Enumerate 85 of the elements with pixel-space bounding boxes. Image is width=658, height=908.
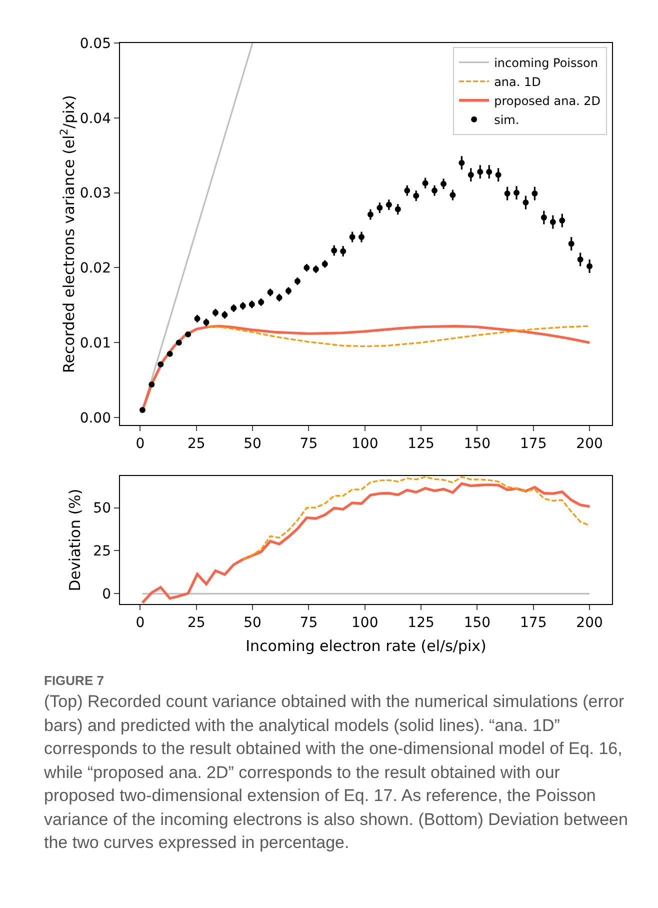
point [148,382,155,388]
y-tick-label: 0.02 [80,260,111,277]
point [248,301,255,308]
point [477,168,484,175]
point [358,234,365,240]
point [240,302,246,309]
point [267,289,274,296]
point [322,260,328,267]
point [349,234,356,240]
point [139,407,146,414]
x-tick-label: 100 [352,436,378,452]
legend-label: proposed ana. 2D [494,94,601,108]
point [258,299,264,306]
point [440,180,447,187]
point [367,212,374,218]
legend-label: incoming Poisson [494,56,598,70]
y-tick-label: 0.00 [80,410,111,426]
point [331,247,338,254]
legend-label: ana. 1D [494,75,541,89]
x-tick-label: 125 [408,615,434,631]
point [185,331,192,338]
x-tick-label: 25 [187,615,206,631]
point [376,204,383,211]
point [486,168,492,175]
point [495,172,502,178]
point [458,160,465,166]
y-tick-label: 0.03 [80,186,111,202]
point [294,278,300,284]
point [522,200,529,206]
point [586,263,593,270]
point [422,180,428,186]
point [532,190,538,197]
point [158,361,164,368]
x-tick-label: 125 [408,436,434,452]
point [386,202,392,208]
point [504,190,510,197]
point [222,312,228,318]
point [450,192,456,198]
x-tick-label: 50 [244,615,262,631]
point [540,214,547,221]
y-tick-label: 25 [93,544,111,560]
point [176,340,182,346]
point [394,206,401,212]
y-axis-title: Deviation (%) [66,488,84,592]
point [166,350,173,357]
point [468,172,474,178]
point [312,266,319,272]
x-tick-label: 25 [187,436,206,452]
point [212,310,218,316]
text: (Top) Recorded count variance obtained with the numerical simulations (error bars) and predicted with the analytical models (solid lines). “ana. 1D” corresponds to the result obtained with the one-dimensional model of Eq. 16, while “proposed ana. 2D” corresponds to the result obtained with our proposed two-dimensional extension of Eq. 17. As reference, the Poisson variance of the incoming electrons is also shown. (Bottom) Deviation between the two curves expressed in percentage. [44,691,629,854]
x-tick-label: 200 [576,436,603,452]
x-tick-label: 0 [136,436,145,452]
x-tick-label: 75 [300,436,318,452]
point [304,264,310,271]
x-axis-title: Incoming electron rate (el/s/pix) [246,637,486,655]
x-tick-label: 50 [244,436,262,452]
point [285,288,292,294]
y-tick-label: 50 [93,500,111,517]
legend-label: sim. [494,113,520,127]
line-series [242,476,590,560]
x-tick-label: 150 [464,615,491,631]
point [432,188,438,194]
line-series [206,325,590,348]
x-tick-label: 75 [300,615,318,631]
point [413,192,420,199]
x-tick-label: 100 [352,615,378,631]
point [230,305,237,312]
point [514,190,520,196]
y-tick-label: 0.04 [80,110,112,127]
caption: FIGURE 7 [44,672,105,690]
y-tick-label: 0 [102,586,111,603]
point [550,219,556,226]
point [577,256,584,262]
y-tick-label: 0.05 [80,36,111,52]
point [340,248,346,254]
y-tick-label: 0.01 [80,336,111,352]
x-tick-label: 150 [464,436,491,452]
x-tick-label: 175 [520,615,547,631]
x-tick-label: 0 [136,615,145,631]
x-tick-label: 175 [520,436,547,452]
point [568,240,574,247]
point [559,218,566,224]
point [404,188,410,194]
x-tick-label: 200 [576,615,603,631]
line-series [141,482,591,604]
